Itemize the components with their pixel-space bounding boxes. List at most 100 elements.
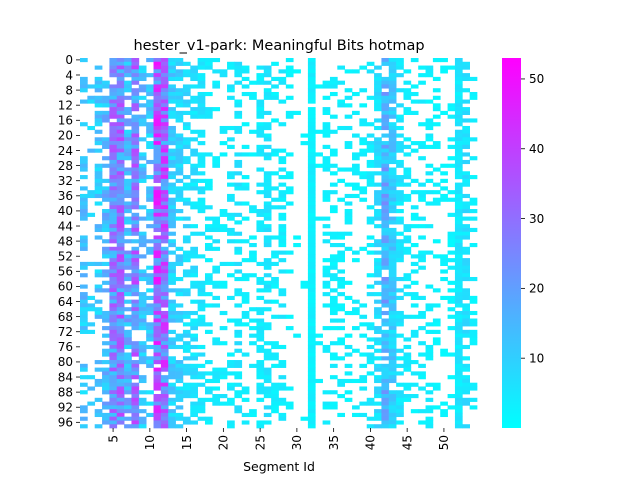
heatmap-cell xyxy=(190,299,198,304)
heatmap-cell xyxy=(160,378,169,384)
heatmap-cell xyxy=(440,261,448,267)
heatmap-cell xyxy=(344,182,353,187)
x-tick-label: 40 xyxy=(364,435,378,450)
heatmap-cell xyxy=(388,76,397,82)
heatmap-cell xyxy=(256,209,265,214)
heatmap-cell xyxy=(307,182,316,187)
heatmap-cell xyxy=(102,352,110,357)
heatmap-cell xyxy=(168,129,176,134)
heatmap-cell xyxy=(131,171,140,176)
heatmap-cell xyxy=(462,382,470,387)
heatmap-cell xyxy=(307,326,316,331)
heatmap-cell xyxy=(454,299,463,304)
heatmap-cell xyxy=(80,212,88,217)
heatmap-cell xyxy=(197,397,206,402)
heatmap-cell xyxy=(109,401,118,406)
heatmap-cell xyxy=(396,363,404,368)
heatmap-cell xyxy=(109,148,118,153)
heatmap-cell xyxy=(432,386,441,391)
heatmap-cell xyxy=(124,405,132,410)
heatmap-cell xyxy=(410,110,419,115)
heatmap-cell xyxy=(227,61,235,66)
heatmap-cell xyxy=(131,360,140,365)
heatmap-cell xyxy=(124,356,132,361)
heatmap-cell xyxy=(116,61,125,66)
heatmap-cell xyxy=(447,212,456,217)
heatmap-cell xyxy=(168,175,176,180)
heatmap-cell xyxy=(175,386,184,391)
heatmap-cell xyxy=(153,171,162,176)
heatmap-cell xyxy=(388,95,397,100)
heatmap-cell xyxy=(307,401,316,406)
heatmap-cell xyxy=(182,250,191,255)
heatmap-cell xyxy=(190,333,198,338)
heatmap-cell xyxy=(138,416,147,421)
heatmap-cell xyxy=(278,231,287,236)
heatmap-cell xyxy=(131,412,140,418)
heatmap-cell xyxy=(425,397,434,402)
heatmap-cell xyxy=(403,137,412,142)
heatmap-cell xyxy=(249,205,257,210)
heatmap-cell xyxy=(175,171,184,176)
heatmap-cell xyxy=(94,424,103,429)
heatmap-cell xyxy=(381,167,390,172)
heatmap-cell xyxy=(278,344,287,350)
heatmap-cell xyxy=(146,329,154,334)
heatmap-cell xyxy=(116,254,125,259)
heatmap-cell xyxy=(307,201,316,206)
heatmap-cell xyxy=(469,243,478,248)
heatmap-cell xyxy=(352,307,360,312)
heatmap-cell xyxy=(418,371,426,376)
heatmap-cell xyxy=(374,394,382,399)
heatmap-cell xyxy=(388,182,397,187)
y-tick-label: 0 xyxy=(65,53,73,67)
heatmap-cell xyxy=(182,99,191,104)
heatmap-cell xyxy=(116,246,125,251)
heatmap-cell xyxy=(109,212,118,217)
heatmap-cell xyxy=(160,261,169,267)
heatmap-cell xyxy=(396,58,404,63)
x-axis: 5 10 15 20 25 30 35 40 45 50 xyxy=(106,428,451,450)
heatmap-cell xyxy=(322,265,331,270)
heatmap-cell xyxy=(146,91,154,97)
heatmap-cell xyxy=(329,375,338,380)
heatmap-cell xyxy=(190,69,198,74)
heatmap-cell xyxy=(241,201,250,206)
heatmap-cell xyxy=(160,69,169,74)
heatmap-cell xyxy=(182,137,191,142)
heatmap-cell xyxy=(388,307,397,312)
heatmap-cell xyxy=(102,227,110,233)
heatmap-cell xyxy=(322,344,331,350)
heatmap-cell xyxy=(425,224,434,229)
heatmap-cell xyxy=(256,386,265,391)
heatmap-cell xyxy=(278,386,287,391)
heatmap-cell xyxy=(278,216,287,221)
heatmap-cell xyxy=(403,284,412,289)
heatmap-cell xyxy=(249,209,257,214)
heatmap-cell xyxy=(109,322,118,327)
heatmap-cell xyxy=(469,216,478,221)
heatmap-cell xyxy=(366,416,375,421)
heatmap-cell xyxy=(263,205,272,210)
heatmap-cell xyxy=(153,122,162,127)
x-tick-label: 5 xyxy=(106,435,120,443)
heatmap-cell xyxy=(388,292,397,297)
heatmap-cell xyxy=(109,424,118,429)
heatmap-cell xyxy=(374,261,382,267)
heatmap-cell xyxy=(388,322,397,327)
heatmap-cell xyxy=(432,58,441,63)
heatmap-cell xyxy=(168,76,176,82)
heatmap-cell xyxy=(131,250,140,255)
heatmap-cell xyxy=(344,69,353,74)
heatmap-cell xyxy=(160,220,169,225)
heatmap-cell xyxy=(307,144,316,149)
heatmap-cell xyxy=(124,95,132,100)
heatmap-cell xyxy=(190,73,198,78)
heatmap-cell xyxy=(124,386,132,391)
heatmap-cell xyxy=(271,152,279,157)
heatmap-cell xyxy=(160,152,169,157)
heatmap-cell xyxy=(454,269,463,274)
heatmap-cell xyxy=(256,99,265,104)
heatmap-cell xyxy=(182,367,191,372)
heatmap-cell xyxy=(425,69,434,74)
